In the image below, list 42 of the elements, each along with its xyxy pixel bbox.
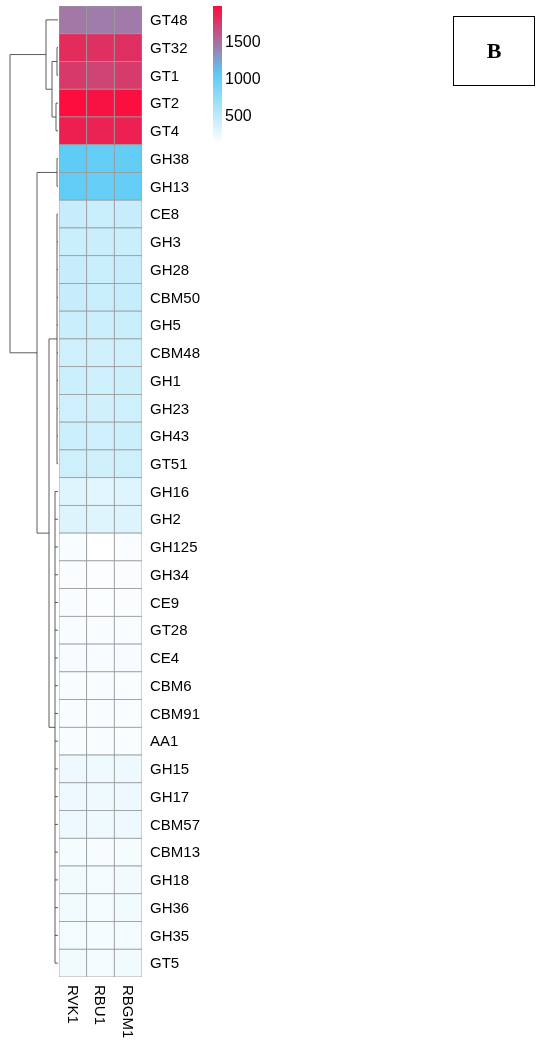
y-tick-label: GT4 [150,122,180,140]
y-tick-label: CE9 [150,593,180,611]
y-tick-label: CBM91 [150,704,201,722]
y-tick-label: CBM13 [150,843,201,861]
y-tick-label: GT48 [150,11,188,29]
y-tick-label: GH2 [150,510,181,528]
y-tick-label: GH13 [150,177,190,195]
y-tick-label: GH28 [150,260,190,278]
y-tick-label: AA1 [150,732,179,750]
y-tick-label: GT32 [150,38,188,56]
color-bar-label: 1500 [225,32,261,50]
color-bar-label: 1000 [225,69,261,87]
y-tick-label: GH34 [150,565,190,583]
y-tick-label: GH16 [150,482,190,500]
y-tick-label: GH36 [150,898,190,916]
y-tick-label: GH17 [150,787,190,805]
x-tick-label: RBGM1 [119,985,137,1039]
y-tick-label: GH1 [150,371,181,389]
text: B [453,16,535,86]
y-tick-label: GH43 [150,427,190,445]
color-bar-label: 500 [225,106,252,124]
y-tick-label: CE8 [150,205,180,223]
y-tick-label: CBM6 [150,676,192,694]
y-tick-label: CE4 [150,649,180,667]
y-tick-label: GT2 [150,94,180,112]
y-tick-label: GH18 [150,871,190,889]
y-tick-label: GT5 [150,954,180,972]
y-tick-label: GH35 [150,926,190,944]
x-tick-label: RBU1 [92,985,110,1026]
y-tick-label: GT1 [150,66,180,84]
y-tick-label: GH23 [150,399,190,417]
y-tick-label: CBM48 [150,344,201,362]
y-tick-label: CBM57 [150,815,201,833]
y-tick-label: GH125 [150,538,198,556]
y-tick-label: GT51 [150,455,188,473]
y-tick-label: GH3 [150,233,181,251]
y-tick-label: GH5 [150,316,181,334]
x-tick-label: RVK1 [64,985,82,1024]
y-tick-label: GT28 [150,621,188,639]
y-tick-label: GH15 [150,760,190,778]
y-tick-label: GH38 [150,149,190,167]
y-tick-label: CBM50 [150,288,201,306]
